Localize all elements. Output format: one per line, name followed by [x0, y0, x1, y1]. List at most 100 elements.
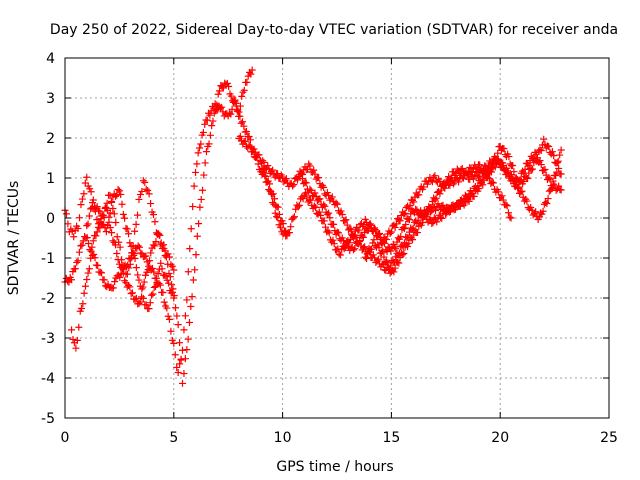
data-point	[537, 161, 545, 169]
plot-frame	[64, 57, 610, 419]
data-point	[316, 195, 324, 203]
data-point	[543, 142, 551, 150]
data-point	[172, 304, 180, 312]
data-point	[499, 196, 507, 204]
data-point	[452, 174, 460, 182]
data-point	[242, 127, 250, 135]
data-point	[321, 202, 329, 210]
data-point	[202, 148, 210, 156]
data-point	[387, 247, 395, 255]
data-point	[228, 105, 236, 113]
data-point	[145, 257, 153, 265]
data-point	[436, 177, 444, 185]
data-point	[321, 223, 329, 231]
data-point	[201, 120, 209, 128]
data-point	[173, 312, 181, 320]
data-point	[476, 161, 484, 169]
data-point	[183, 346, 191, 354]
data-point	[80, 190, 88, 198]
data-point	[479, 181, 487, 189]
data-point	[387, 228, 395, 236]
data-point	[117, 190, 125, 198]
data-point	[371, 224, 379, 232]
data-point	[537, 146, 545, 154]
data-point	[138, 187, 146, 195]
data-point	[160, 298, 168, 306]
data-point	[111, 192, 119, 200]
data-point	[384, 259, 392, 267]
data-point	[361, 215, 369, 223]
data-point	[187, 302, 195, 310]
data-point	[142, 301, 150, 309]
data-point	[473, 165, 481, 173]
data-point	[174, 321, 182, 329]
data-point	[405, 239, 413, 247]
data-point	[532, 208, 540, 216]
data-point	[227, 110, 235, 118]
data-point	[176, 360, 184, 368]
data-point	[333, 200, 341, 208]
data-point	[84, 220, 92, 228]
data-point	[336, 251, 344, 259]
data-point	[271, 209, 279, 217]
x-tick-label: 20	[491, 430, 509, 446]
data-point	[130, 251, 138, 259]
data-point	[79, 300, 87, 308]
data-point	[518, 187, 526, 195]
data-point	[474, 173, 482, 181]
x-axis-label: GPS time / hours	[276, 459, 393, 475]
data-point	[557, 146, 565, 154]
data-point	[514, 184, 522, 192]
data-point	[509, 162, 517, 170]
data-point	[168, 288, 176, 296]
data-point	[391, 243, 399, 251]
data-point	[317, 211, 325, 219]
y-tick-label: 0	[46, 211, 55, 227]
data-point	[151, 218, 159, 226]
data-point	[355, 226, 363, 234]
data-point	[114, 185, 122, 193]
data-point	[516, 176, 524, 184]
data-point	[268, 190, 276, 198]
data-point	[295, 201, 303, 209]
data-point	[354, 240, 362, 248]
data-point	[78, 241, 86, 249]
data-point	[515, 177, 523, 185]
data-point	[241, 137, 249, 145]
data-point	[87, 254, 95, 262]
data-point	[311, 189, 319, 197]
data-point	[556, 151, 564, 159]
data-point	[326, 214, 334, 222]
data-point	[195, 220, 203, 228]
data-point	[197, 195, 205, 203]
data-point	[468, 168, 476, 176]
data-point	[158, 242, 166, 250]
data-point	[443, 178, 451, 186]
data-point	[184, 268, 192, 276]
data-point	[113, 233, 121, 241]
data-point	[145, 305, 153, 313]
data-point	[147, 200, 155, 208]
data-point	[400, 249, 408, 257]
data-point	[218, 83, 226, 91]
data-point	[126, 283, 134, 291]
data-point	[240, 86, 248, 94]
data-point	[377, 249, 385, 257]
data-point	[400, 210, 408, 218]
data-point	[189, 276, 197, 284]
data-point	[236, 112, 244, 120]
data-point	[299, 195, 307, 203]
data-point	[164, 312, 172, 320]
data-point	[93, 216, 101, 224]
data-point	[431, 196, 439, 204]
data-point	[168, 262, 176, 270]
data-point	[544, 195, 552, 203]
data-point	[541, 165, 549, 173]
data-point	[451, 205, 459, 213]
data-point	[92, 232, 100, 240]
data-point	[192, 168, 200, 176]
data-point	[145, 190, 153, 198]
data-point	[358, 232, 366, 240]
data-point	[507, 214, 515, 222]
data-point	[86, 185, 94, 193]
